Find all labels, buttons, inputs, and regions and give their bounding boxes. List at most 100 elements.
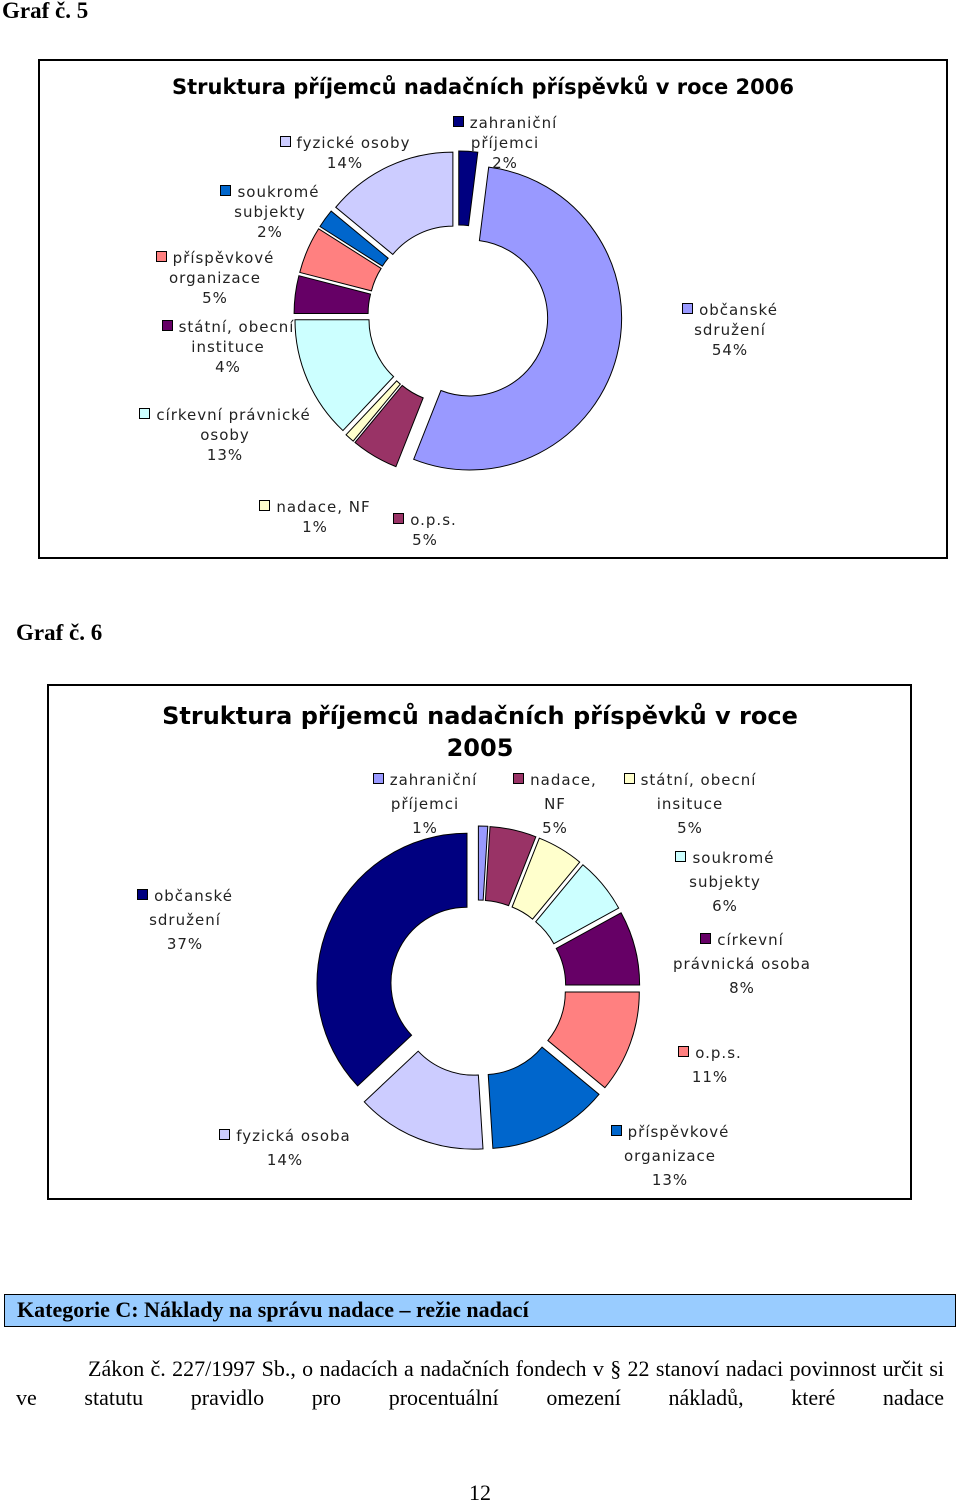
legend-swatch	[610, 1125, 622, 1136]
value-label: 4%	[215, 358, 241, 376]
donut-slice	[319, 210, 389, 267]
legend-swatch	[219, 1129, 231, 1140]
category-name: fyzická osoba	[236, 1127, 351, 1145]
value-label: 1%	[302, 518, 328, 536]
value-label: 5%	[202, 289, 228, 307]
slice-label: církevní právnická osoba 8%	[662, 928, 822, 1000]
category-name: občanské sdružení	[694, 301, 778, 339]
category-name: příspěvkové organizace	[623, 1123, 730, 1165]
donut-slice	[547, 991, 640, 1089]
slice-label: fyzické osoby 14%	[275, 133, 415, 173]
legend-swatch	[372, 773, 384, 784]
slice-label: občanské sdružení 37%	[130, 884, 240, 956]
category-name: soukromé subjekty	[234, 183, 320, 221]
caption: Graf č. 5	[2, 0, 89, 23]
chart-title: Struktura příjemců nadačních příspěvků v…	[162, 702, 798, 762]
value-label: 13%	[651, 1171, 689, 1189]
legend-swatch	[139, 408, 151, 419]
category-name: církevní právnická osoba	[673, 931, 811, 973]
slice-label: státní, obecní insituce 5%	[620, 768, 760, 840]
legend-swatch	[678, 1046, 690, 1057]
value-label: 8%	[729, 979, 755, 997]
category-name: církevní právnické osoby	[156, 406, 311, 444]
slice-label: příspěvkové organizace 13%	[600, 1120, 740, 1192]
legend-swatch	[675, 851, 687, 862]
value-label: 54%	[711, 341, 749, 359]
page-number: 12	[469, 1480, 491, 1505]
category-name: státní, obecní instituce	[178, 318, 295, 356]
legend-swatch	[137, 889, 149, 900]
category-name: příspěvkové organizace	[168, 249, 275, 287]
slice-label: soukromé subjekty 6%	[670, 846, 780, 918]
category-name: státní, obecní insituce	[640, 771, 757, 813]
legend-swatch	[513, 773, 525, 784]
category-name: nadace, NF	[530, 771, 597, 813]
legend-swatch	[279, 136, 291, 147]
donut-slice	[511, 837, 581, 920]
legend-swatch	[220, 185, 232, 196]
slice-label: občanské sdružení 54%	[675, 300, 785, 360]
donut-slice	[555, 912, 641, 986]
donut-slice	[316, 832, 468, 1087]
slice-label: fyzická osoba 14%	[210, 1124, 360, 1172]
category-name: občanské sdružení	[149, 887, 233, 929]
paragraph: Zákon č. 227/1997 Sb., o nadacích a nada…	[16, 1356, 944, 1410]
section-heading: Kategorie C: Náklady na správu nadace – …	[4, 1294, 956, 1327]
donut-slice	[299, 228, 382, 292]
donut-slice	[413, 166, 623, 471]
value-label: 14%	[266, 1151, 304, 1169]
category-name: nadace, NF	[276, 498, 371, 516]
slice-label: nadace, NF 5%	[500, 768, 610, 840]
donut-slice	[458, 150, 479, 227]
slice-label: příspěvkové organizace 5%	[155, 248, 275, 308]
donut-slice	[335, 151, 454, 256]
chart-title: Struktura příjemců nadačních příspěvků v…	[171, 75, 795, 99]
value-label: 14%	[326, 154, 364, 172]
donut-slice	[294, 319, 395, 432]
legend-swatch	[393, 513, 405, 524]
value-label: 2%	[257, 223, 283, 241]
donut-slice	[345, 380, 402, 442]
donut-slice	[363, 1050, 484, 1150]
legend-swatch	[452, 116, 464, 127]
value-label: 1%	[412, 819, 438, 837]
category-name: zahraniční příjemci	[469, 114, 558, 152]
category-name: soukromé subjekty	[689, 849, 775, 891]
donut-slice	[477, 825, 489, 901]
category-name: o.p.s.	[410, 511, 457, 529]
slice-label: o.p.s. 11%	[665, 1041, 755, 1089]
value-label: 5%	[677, 819, 703, 837]
slice-label: zahraniční příjemci 2%	[445, 113, 565, 173]
category-name: o.p.s.	[695, 1044, 742, 1062]
slice-label: zahraniční příjemci 1%	[370, 768, 480, 840]
slice-label: o.p.s. 5%	[380, 510, 470, 550]
legend-swatch	[259, 500, 271, 511]
value-label: 11%	[691, 1068, 729, 1086]
slice-label: nadace, NF 1%	[255, 497, 375, 537]
legend-swatch	[623, 773, 635, 784]
slice-label: církevní právnické osoby 13%	[130, 405, 320, 465]
legend-swatch	[700, 933, 712, 944]
donut-slice	[293, 275, 372, 314]
slice-label: soukromé subjekty 2%	[215, 182, 325, 242]
donut-slice	[534, 864, 620, 945]
slice-label: státní, obecní instituce 4%	[153, 317, 303, 377]
caption: Graf č. 6	[16, 620, 103, 645]
chart-frame	[38, 59, 948, 559]
value-label: 2%	[492, 154, 518, 172]
value-label: 5%	[542, 819, 568, 837]
donut-slice	[487, 1046, 600, 1149]
value-label: 37%	[166, 935, 204, 953]
value-label: 6%	[712, 897, 738, 915]
value-label: 13%	[206, 446, 244, 464]
value-label: 5%	[412, 531, 438, 549]
category-name: fyzické osoby	[296, 134, 411, 152]
donut-slice	[484, 826, 537, 907]
legend-swatch	[155, 251, 167, 262]
donut-slice	[354, 384, 424, 468]
legend-swatch	[682, 303, 694, 314]
category-name: zahraniční příjemci	[389, 771, 478, 813]
legend-swatch	[161, 320, 173, 331]
